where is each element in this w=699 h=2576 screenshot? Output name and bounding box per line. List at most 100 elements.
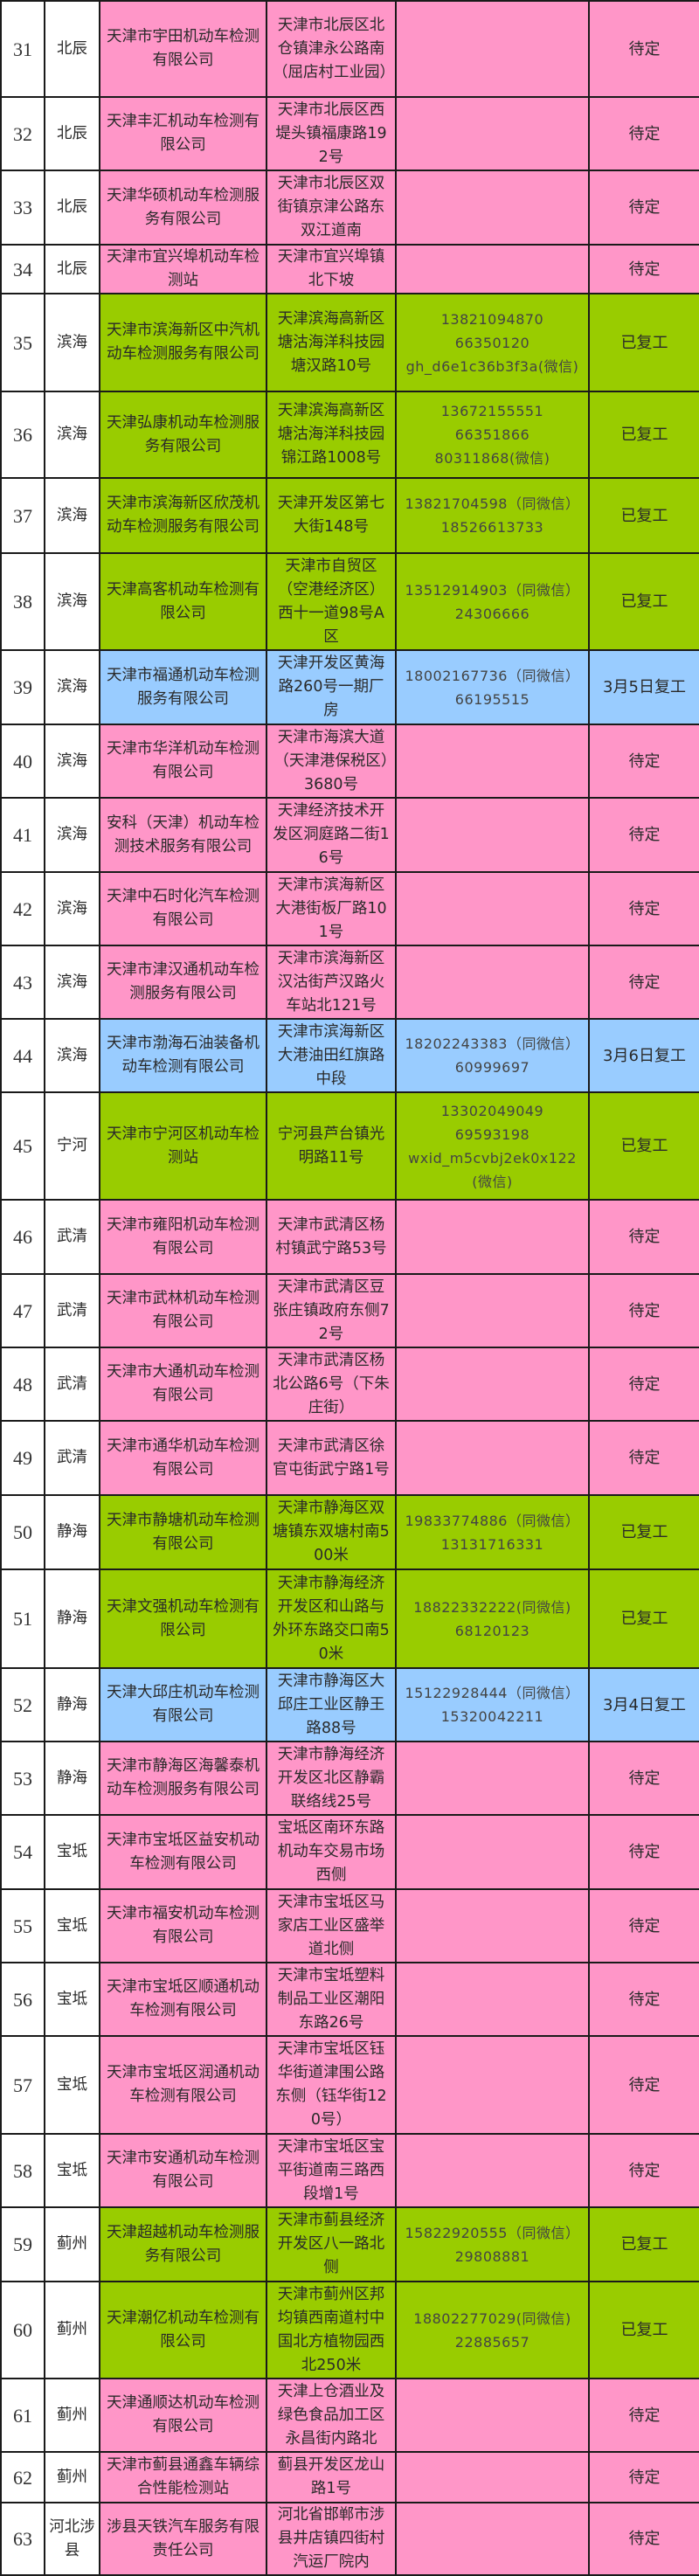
status-cell: 待定 [588, 244, 699, 294]
status-cell: 待定 [588, 797, 699, 873]
row-number: 44 [0, 1018, 45, 1093]
address-cell: 天津市宝坻区宝平街道南三路西段增1号 [266, 2133, 397, 2208]
status-cell: 待定 [588, 2502, 699, 2576]
company-name-cell: 天津市通华机动车检测有限公司 [99, 1420, 267, 1496]
company-name-cell: 天津市滨海新区欣茂机动车检测服务有限公司 [99, 477, 267, 554]
company-name-cell: 天津高客机动车检测有限公司 [99, 552, 267, 651]
row-number: 33 [0, 170, 45, 246]
status-cell: 待定 [588, 945, 699, 1020]
address-cell: 天津市宝坻区钰华街道津围公路东侧（钰华街120号） [266, 2035, 397, 2135]
status-cell: 已复工 [588, 1091, 699, 1201]
contact-cell [395, 0, 590, 98]
row-number: 62 [0, 2451, 45, 2503]
address-cell: 蓟县开发区龙山路1号 [266, 2451, 397, 2503]
address-cell: 天津市北辰区西堤头镇福康路192号 [266, 96, 397, 171]
district-cell: 宝坻 [44, 2133, 100, 2208]
row-number: 43 [0, 945, 45, 1020]
row-number: 35 [0, 293, 45, 392]
district-cell: 北辰 [44, 0, 100, 98]
table-row: 42 滨海 天津中石时化汽车检测有限公司 天津市滨海新区大港街板厂路101号 待定 [0, 871, 699, 946]
company-name-cell: 天津潮亿机动车检测有限公司 [99, 2281, 267, 2379]
district-cell: 北辰 [44, 96, 100, 171]
status-cell: 待定 [588, 1420, 699, 1496]
company-name-cell: 天津市雍阳机动车检测有限公司 [99, 1199, 267, 1275]
district-cell: 宁河 [44, 1091, 100, 1201]
district-cell: 北辰 [44, 244, 100, 294]
contact-cell [395, 1347, 590, 1422]
address-cell: 宝坻区南环东路机动车交易市场西侧 [266, 1814, 397, 1890]
district-cell: 静海 [44, 1667, 100, 1742]
address-cell: 天津市静海经济开发区和山路与外环东路交口南50米 [266, 1568, 397, 1669]
district-cell: 蓟州 [44, 2206, 100, 2282]
company-name-cell: 天津市宝坻区益安机动车检测有限公司 [99, 1814, 267, 1890]
contact-cell: 18822332222(同微信) 68120123 [395, 1568, 590, 1669]
contact-cell: 13821704598（同微信） 18526613733 [395, 477, 590, 554]
contact-cell [395, 1814, 590, 1890]
status-cell: 待定 [588, 724, 699, 799]
status-cell: 3月4日复工 [588, 1667, 699, 1742]
contact-cell [395, 1420, 590, 1496]
status-cell: 待定 [588, 1962, 699, 2037]
status-cell: 3月6日复工 [588, 1018, 699, 1093]
company-name-cell: 天津市华洋机动车检测有限公司 [99, 724, 267, 799]
address-cell: 天津市蓟州区邦均镇西南道村中国北方植物园西北250米 [266, 2281, 397, 2379]
row-number: 59 [0, 2206, 45, 2282]
contact-line: 18822332222(同微信) [413, 1598, 571, 1616]
status-cell: 已复工 [588, 2281, 699, 2379]
row-number: 47 [0, 1273, 45, 1348]
contact-cell [395, 1962, 590, 2037]
contact-line: (微信) [472, 1173, 513, 1190]
row-number: 36 [0, 391, 45, 479]
address-cell: 天津市北辰区北仓镇津永公路南（屈店村工业园） [266, 0, 397, 98]
table-row: 36 滨海 天津弘康机动车检测服务有限公司 天津滨海高新区塘沽海洋科技园锦江路1008… [0, 391, 699, 479]
status-cell: 待定 [588, 0, 699, 98]
contact-line: 18002167736（同微信） [405, 667, 580, 684]
table-row: 46 武清 天津市雍阳机动车检测有限公司 天津市武清区杨村镇武宁路53号 待定 [0, 1199, 699, 1275]
contact-line: 13131716331 [440, 1535, 544, 1553]
table-row: 47 武清 天津市武林机动车检测有限公司 天津市武清区豆张庄镇政府东侧72号 待定 [0, 1273, 699, 1348]
row-number: 34 [0, 244, 45, 294]
table-row: 63 河北涉县 涉县天铁汽车服务有限责任公司 河北省邯郸市涉县井店镇四街村汽运厂院内 待… [0, 2502, 699, 2576]
table-row: 48 武清 天津市大通机动车检测有限公司 天津市武清区杨北公路6号（下朱庄街） 待定 [0, 1347, 699, 1422]
contact-cell: 18802277029(同微信) 22885657 [395, 2281, 590, 2379]
contact-cell [395, 96, 590, 171]
contact-line: gh_d6e1c36b3f3a(微信) [405, 357, 579, 375]
contact-line: 13821704598（同微信） [405, 495, 580, 512]
contact-cell: 13302049049 69593198 wxid_m5cvbj2ek0x122 (微… [395, 1091, 590, 1201]
address-cell: 天津市武清区杨北公路6号（下朱庄街） [266, 1347, 397, 1422]
row-number: 55 [0, 1888, 45, 1963]
company-name-cell: 天津华硕机动车检测服务有限公司 [99, 170, 267, 246]
row-number: 56 [0, 1962, 45, 2037]
contact-line: 66351866 [454, 426, 530, 443]
table-row: 40 滨海 天津市华洋机动车检测有限公司 天津市海滨大道（天津港保税区）3680号 待定 [0, 724, 699, 799]
address-cell: 天津经济技术开发区洞庭路二街16号 [266, 797, 397, 873]
district-cell: 滨海 [44, 477, 100, 554]
address-cell: 天津上仓酒业及绿色食品加工区永昌街内路北 [266, 2378, 397, 2453]
status-cell: 已复工 [588, 2206, 699, 2282]
company-name-cell: 天津大邱庄机动车检测有限公司 [99, 1667, 267, 1742]
contact-line: 13672155551 [440, 403, 544, 419]
contact-cell [395, 2502, 590, 2576]
row-number: 51 [0, 1568, 45, 1669]
contact-line: 69593198 [454, 1125, 530, 1143]
status-cell: 待定 [588, 2035, 699, 2135]
contact-line: 24306666 [454, 605, 530, 622]
contact-cell [395, 2035, 590, 2135]
address-cell: 天津滨海高新区塘沽海洋科技园锦江路1008号 [266, 391, 397, 479]
table-row: 59 蓟州 天津超越机动车检测服务有限公司 天津市蓟县经济开发区八一路北侧 158229… [0, 2206, 699, 2282]
address-cell: 天津市滨海新区大港油田红旗路中段 [266, 1018, 397, 1093]
contact-line: 80311868(微信) [434, 450, 550, 467]
status-cell: 待定 [588, 1888, 699, 1963]
table-row: 31 北辰 天津市宇田机动车检测有限公司 天津市北辰区北仓镇津永公路南（屈店村工业园）… [0, 0, 699, 98]
contact-line: 15122928444（同微信） [405, 1685, 580, 1701]
district-cell: 滨海 [44, 724, 100, 799]
district-cell: 宝坻 [44, 1814, 100, 1890]
status-cell: 待定 [588, 170, 699, 246]
address-cell: 天津市静海区大邱庄工业区静王路88号 [266, 1667, 397, 1742]
address-cell: 天津开发区第七大街148号 [266, 477, 397, 554]
contact-line: 13821094870 [440, 310, 544, 328]
district-cell: 武清 [44, 1347, 100, 1422]
contact-line: 18526613733 [440, 519, 544, 536]
district-cell: 滨海 [44, 293, 100, 392]
